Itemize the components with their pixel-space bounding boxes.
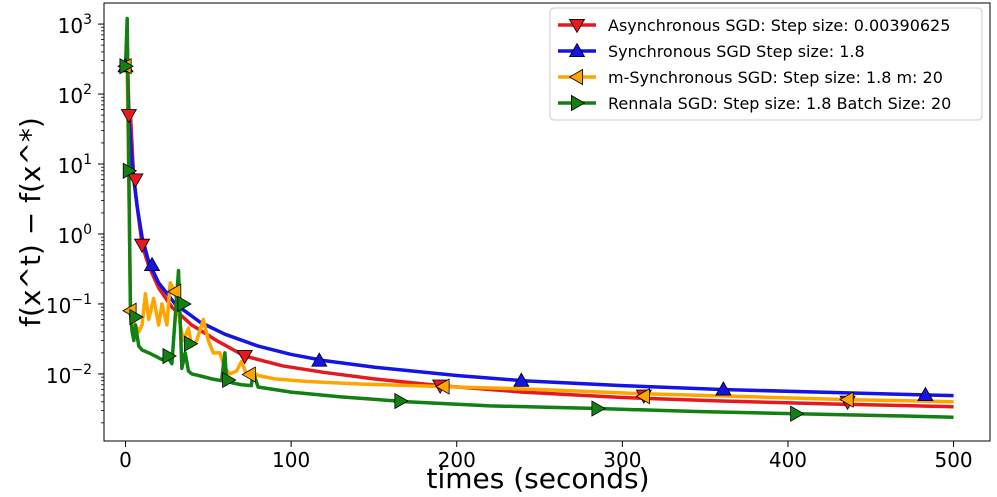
marker-layer	[117, 57, 934, 422]
series-1-marker	[133, 238, 151, 254]
series-4-marker	[162, 347, 177, 365]
series-3-marker	[635, 388, 650, 405]
x-tick-label: 400	[769, 448, 807, 472]
series-4-marker	[394, 392, 409, 410]
y-tick-label: 10−1	[46, 292, 92, 318]
x-tick-label: 0	[119, 448, 132, 472]
x-tick-label: 200	[438, 448, 476, 472]
series-1-marker	[236, 350, 253, 365]
legend-marker-3	[568, 68, 584, 86]
x-axis-title: times (seconds)	[426, 462, 649, 495]
legend-label-3: m-Synchronous SGD: Step size: 1.8 m: 20	[608, 68, 943, 87]
series-4-marker	[119, 58, 134, 75]
series-4-marker	[790, 405, 805, 422]
legend: Asynchronous SGD: Step size: 0.00390625 S…	[549, 7, 983, 121]
series-2-marker	[311, 352, 328, 367]
legend-box	[549, 7, 983, 121]
series-3-marker	[241, 366, 256, 383]
y-tick-label: 102	[58, 82, 92, 108]
series-2-marker	[715, 381, 732, 396]
series-line-3	[124, 65, 954, 404]
y-axis-ticks: 10−2 10−1 100 101 102 103	[46, 12, 104, 424]
series-4-marker	[177, 295, 192, 313]
legend-marker-1	[568, 18, 586, 34]
series-4-marker	[122, 162, 138, 179]
y-tick-label: 101	[58, 152, 92, 178]
series-2-marker	[143, 256, 161, 272]
series-2-marker	[917, 386, 934, 402]
series-3-marker	[166, 283, 182, 300]
series-3-marker	[839, 391, 854, 408]
x-tick-label: 500	[934, 448, 972, 472]
series-4-marker	[222, 371, 237, 389]
x-tick-label: 300	[603, 448, 641, 472]
legend-marker-2	[568, 42, 586, 58]
y-axis-title: f(x^t) − f(x^*)	[14, 117, 47, 327]
y-tick-label: 100	[58, 222, 92, 248]
series-1-marker	[120, 109, 138, 124]
legend-label-1: Asynchronous SGD: Step size: 0.00390625	[608, 16, 950, 35]
y-tick-label: 10−2	[46, 362, 92, 388]
legend-label-2: Synchronous SGD Step size: 1.8	[608, 42, 865, 61]
series-4-marker	[184, 335, 199, 352]
legend-marker-4	[570, 94, 586, 112]
plot-frame	[103, 2, 991, 442]
x-axis-ticks: 0 100 200 300 400 500	[119, 441, 973, 472]
series-4-marker	[129, 308, 144, 326]
legend-label-4: Rennala SGD: Step size: 1.8 Batch Size: …	[608, 94, 951, 113]
x-tick-label: 100	[272, 448, 310, 472]
series-2-marker	[513, 372, 530, 387]
series-4-marker	[591, 400, 606, 417]
series-line-4	[123, 16, 954, 420]
series-3-marker	[435, 378, 450, 395]
y-tick-label: 103	[58, 12, 92, 38]
series-1-marker	[127, 173, 144, 188]
